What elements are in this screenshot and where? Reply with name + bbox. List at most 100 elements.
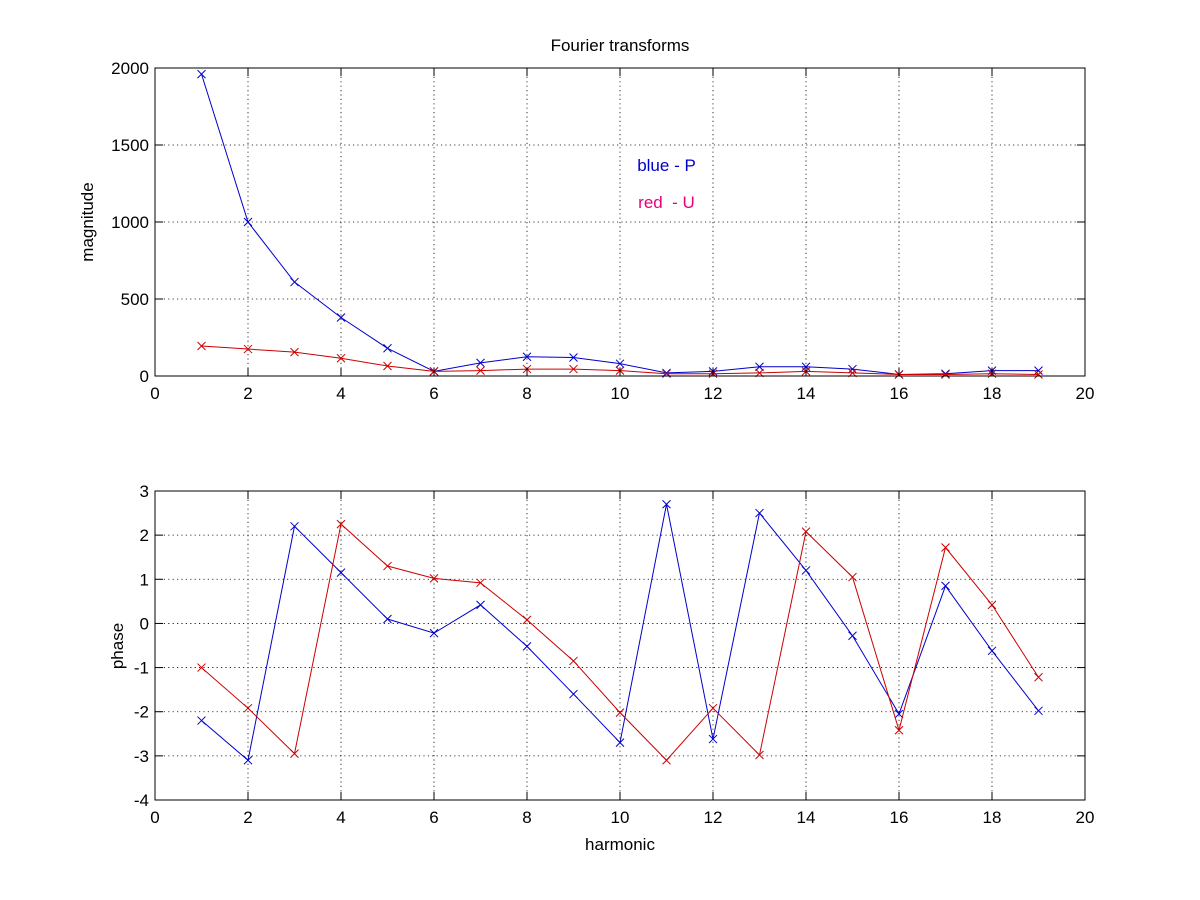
magnitude-ytick-label-4: 2000: [111, 59, 149, 78]
phase-blue-point-6: [429, 628, 439, 638]
magnitude-blue-point-15: [848, 364, 857, 374]
magnitude-annotation-1: red - U: [638, 193, 695, 212]
phase-blue-point-8: [522, 642, 532, 651]
phase-blue-point-15: [848, 631, 857, 641]
phase-xtick-label-0: 0: [150, 808, 159, 827]
magnitude-xtick-label-10: 20: [1076, 384, 1095, 403]
phase-ytick-label-2: -2: [134, 703, 149, 722]
phase-red-point-9: [569, 656, 578, 666]
phase-ytick-label-4: 0: [140, 614, 149, 633]
magnitude-red-point-4: [336, 353, 346, 363]
chart-title: Fourier transforms: [551, 36, 690, 55]
phase-red-point-17: [941, 543, 950, 552]
phase-xtick-label-8: 16: [890, 808, 909, 827]
magnitude-xtick-label-4: 8: [522, 384, 531, 403]
phase-red-point-13: [755, 750, 764, 760]
phase-red-point-2: [243, 703, 253, 713]
magnitude-ytick-label-0: 0: [140, 367, 149, 386]
phase-ytick-label-1: -3: [134, 747, 149, 766]
phase-blue-point-3: [290, 521, 299, 531]
phase-blue-point-12: [708, 734, 718, 744]
phase-blue-point-7: [476, 600, 485, 610]
phase-blue-point-19: [1034, 706, 1043, 716]
phase-red-point-12: [708, 703, 718, 713]
phase-blue-point-1: [197, 716, 206, 725]
phase-red-point-4: [336, 519, 346, 529]
magnitude-red-point-17: [941, 370, 950, 379]
magnitude-blue-point-8: [522, 352, 532, 362]
phase-blue-point-9: [569, 689, 578, 699]
phase-red-point-5: [383, 561, 392, 571]
phase-ytick-label-3: -1: [134, 659, 149, 678]
phase-blue-point-2: [243, 755, 253, 765]
phase-xtick-label-4: 8: [522, 808, 531, 827]
phase-ytick-label-0: -4: [134, 791, 149, 810]
magnitude-ylabel: magnitude: [78, 182, 97, 261]
phase-xtick-label-6: 12: [704, 808, 723, 827]
phase-xtick-label-5: 10: [611, 808, 630, 827]
magnitude-red-point-2: [243, 344, 253, 354]
phase-red-point-15: [848, 572, 857, 582]
magnitude-ytick-label-2: 1000: [111, 213, 149, 232]
phase-series: [197, 499, 1043, 765]
magnitude-xtick-label-2: 4: [336, 384, 345, 403]
phase-blue-point-13: [755, 508, 764, 518]
magnitude-blue-point-9: [569, 353, 578, 362]
phase-blue-point-11: [662, 499, 671, 509]
phase-xlabel: harmonic: [585, 835, 655, 854]
magnitude-xtick-label-5: 10: [611, 384, 630, 403]
magnitude-red-point-1: [197, 341, 206, 351]
phase-xtick-label-3: 6: [429, 808, 438, 827]
phase-blue-point-18: [987, 646, 997, 656]
phase-xtick-label-10: 20: [1076, 808, 1095, 827]
phase-red-point-16: [894, 725, 904, 735]
phase-blue-point-10: [615, 738, 625, 747]
magnitude-xtick-label-6: 12: [704, 384, 723, 403]
phase-xtick-label-7: 14: [797, 808, 816, 827]
magnitude-blue-point-2: [243, 217, 253, 227]
phase-blue-point-4: [336, 568, 346, 578]
magnitude-red-point-5: [383, 361, 392, 371]
magnitude-xtick-label-1: 2: [243, 384, 252, 403]
magnitude-blue-point-13: [755, 362, 764, 372]
magnitude-ytick-label-3: 1500: [111, 136, 149, 155]
magnitude-red-point-3: [290, 347, 299, 357]
magnitude-blue-point-3: [290, 277, 299, 287]
phase-blue-point-5: [383, 614, 392, 624]
magnitude-xtick-label-8: 16: [890, 384, 909, 403]
magnitude-xtick-label-0: 0: [150, 384, 159, 403]
magnitude-blue-point-14: [801, 362, 811, 372]
magnitude-ytick-label-1: 500: [121, 290, 149, 309]
phase-blue-point-14: [801, 566, 811, 575]
magnitude-red-point-7: [476, 366, 485, 375]
phase-ytick-label-5: 1: [140, 570, 149, 589]
phase-red-point-18: [987, 600, 997, 610]
phase-red-point-7: [476, 578, 485, 588]
magnitude-blue-point-7: [476, 358, 485, 368]
phase-grid: [155, 491, 1085, 800]
phase-ytick-label-6: 2: [140, 526, 149, 545]
magnitude-annotation-0: blue - P: [637, 156, 696, 175]
magnitude-annotations: blue - P red - U: [637, 156, 696, 212]
phase-blue-point-16: [894, 709, 904, 719]
phase-ylabel: phase: [108, 623, 127, 669]
magnitude-blue-point-4: [336, 313, 346, 322]
phase-red-point-3: [290, 749, 299, 759]
phase-red-point-11: [662, 755, 671, 765]
magnitude-red-point-19: [1034, 370, 1043, 379]
phase-xtick-label-2: 4: [336, 808, 345, 827]
phase-xtick-label-9: 18: [983, 808, 1002, 827]
phase-red-point-14: [801, 527, 811, 536]
phase-xtick-label-1: 2: [243, 808, 252, 827]
magnitude-xtick-label-3: 6: [429, 384, 438, 403]
magnitude-ticks: 0 2 4 6 8 10 12 14 16 18 20 0 500 1000 1500 2000: [111, 59, 1094, 403]
magnitude-blue-point-10: [615, 359, 625, 369]
phase-red-point-6: [429, 574, 439, 583]
phase-red-point-1: [197, 663, 206, 672]
magnitude-subplot: 0 2 4 6 8 10 12 14 16 18 20 0 500 1000 1500 2000 Fourie…: [78, 36, 1094, 403]
magnitude-xtick-label-7: 14: [797, 384, 816, 403]
magnitude-blue-point-1: [197, 69, 206, 79]
